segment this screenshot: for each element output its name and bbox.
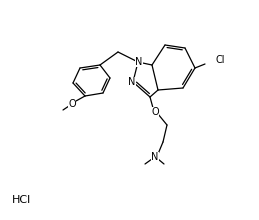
Text: Cl: Cl: [216, 55, 226, 65]
Text: HCl: HCl: [12, 195, 31, 205]
Text: N: N: [151, 152, 159, 162]
Text: O: O: [68, 99, 76, 109]
Text: N: N: [135, 57, 143, 67]
Text: O: O: [151, 107, 159, 117]
Text: N: N: [128, 77, 136, 87]
